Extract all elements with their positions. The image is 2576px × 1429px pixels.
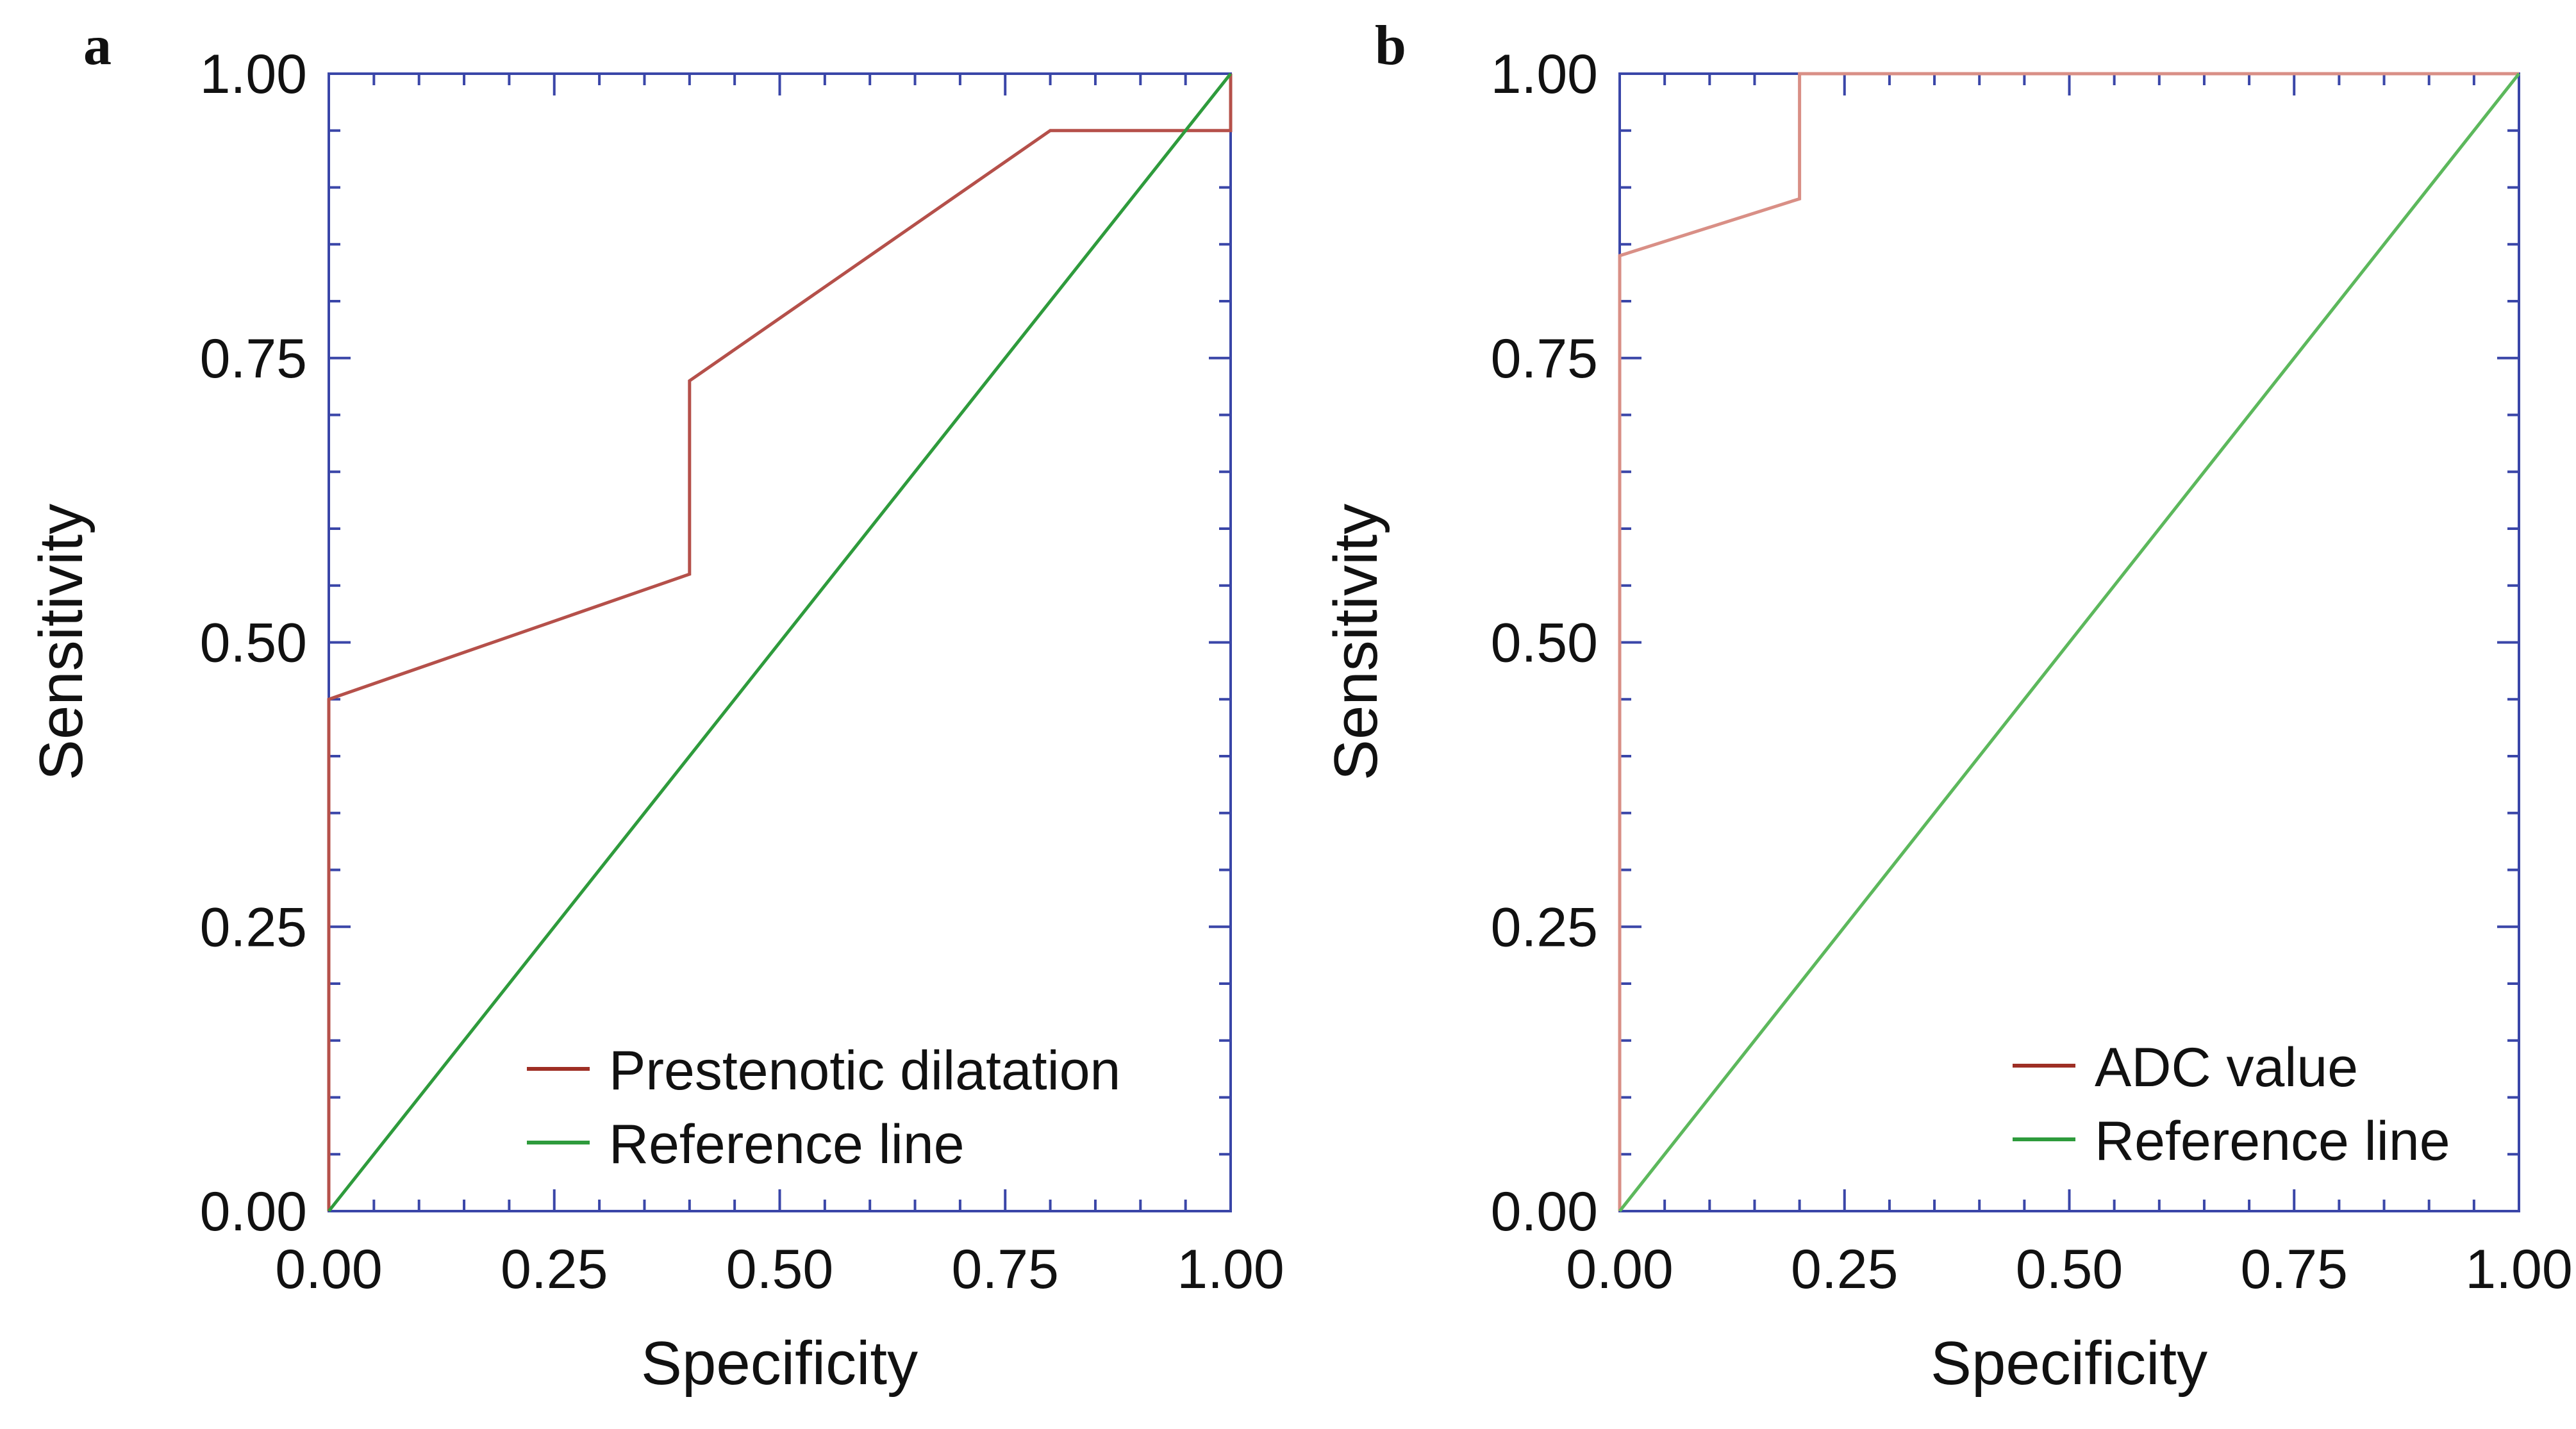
- panel-a-series-line-prestenotic-dilatation: [327, 74, 1233, 1211]
- panel-a-xtick-label: 0.25: [501, 1239, 608, 1300]
- panel-b-y-tick-labels: 0.00 0.25 0.50 0.75 1.00: [1491, 44, 1598, 1243]
- panel-b-series-line-reference: [1618, 72, 2520, 1212]
- panel-b-tick-marks: [1618, 72, 2520, 1212]
- panel-a-tick-marks: [328, 72, 1232, 1212]
- panel-b-ytick-label: 0.25: [1491, 896, 1598, 958]
- panel-a-xtick-label: 1.00: [1177, 1239, 1284, 1300]
- panel-b-xtick-label: 0.00: [1566, 1239, 1673, 1300]
- panel-a-ytick-label: 1.00: [200, 44, 307, 105]
- panel-b-series-line-adc-value: [1618, 72, 2519, 1211]
- panel-b-legend-label-adc-value: ADC value: [2095, 1037, 2358, 1098]
- panel-a-ytick-label: 0.50: [200, 613, 307, 674]
- panel-a-legend-label-prestenotic-dilatation: Prestenotic dilatation: [609, 1040, 1120, 1102]
- panel-b-xtick-label: 0.50: [2016, 1239, 2123, 1300]
- panel-b-ytick-label: 0.75: [1491, 328, 1598, 390]
- panel-a-series-line-reference: [328, 72, 1232, 1212]
- panel-a-xtick-label: 0.75: [952, 1239, 1059, 1300]
- panel-a-x-axis-label: Specificity: [641, 1329, 918, 1398]
- panel-a-ytick-label: 0.00: [200, 1181, 307, 1243]
- panel-b-xtick-label: 0.25: [1791, 1239, 1898, 1300]
- panel-a-ytick-label: 0.75: [200, 328, 307, 390]
- panel-a-xtick-label: 0.00: [275, 1239, 382, 1300]
- panel-b-legend-label-reference: Reference line: [2095, 1111, 2450, 1172]
- panel-a-label: a: [83, 15, 112, 77]
- panel-b-xtick-label: 1.00: [2465, 1239, 2572, 1300]
- panel-a-legend: Prestenotic dilatation Reference line: [527, 1040, 1120, 1175]
- panel-b-x-axis-label: Specificity: [1931, 1329, 2207, 1398]
- panel-a-y-axis-label: Sensitivity: [27, 504, 96, 781]
- panel-b-ytick-label: 0.00: [1491, 1181, 1598, 1243]
- panel-b: b 0.00 0.25 0.50 0.75 1.00 0.00 0.25 0.5…: [1322, 15, 2573, 1398]
- panel-a-x-tick-labels: 0.00 0.25 0.50 0.75 1.00: [275, 1239, 1284, 1300]
- panel-b-x-tick-labels: 0.00 0.25 0.50 0.75 1.00: [1566, 1239, 2572, 1300]
- panel-b-y-axis-label: Sensitivity: [1322, 504, 1390, 781]
- panel-a-xtick-label: 0.50: [726, 1239, 833, 1300]
- panel-a: a 0.00 0.25 0.50 0.75 1.00 0.00 0.25 0.5…: [27, 15, 1284, 1398]
- panel-b-ytick-label: 0.50: [1491, 613, 1598, 674]
- panel-b-xtick-label: 0.75: [2241, 1239, 2348, 1300]
- panel-a-y-tick-labels: 0.00 0.25 0.50 0.75 1.00: [200, 44, 307, 1243]
- panel-b-ytick-label: 1.00: [1491, 44, 1598, 105]
- panel-a-legend-label-reference: Reference line: [609, 1114, 965, 1175]
- panel-b-legend: ADC value Reference line: [2013, 1037, 2450, 1172]
- panel-a-ytick-label: 0.25: [200, 896, 307, 958]
- panel-b-label: b: [1375, 15, 1406, 77]
